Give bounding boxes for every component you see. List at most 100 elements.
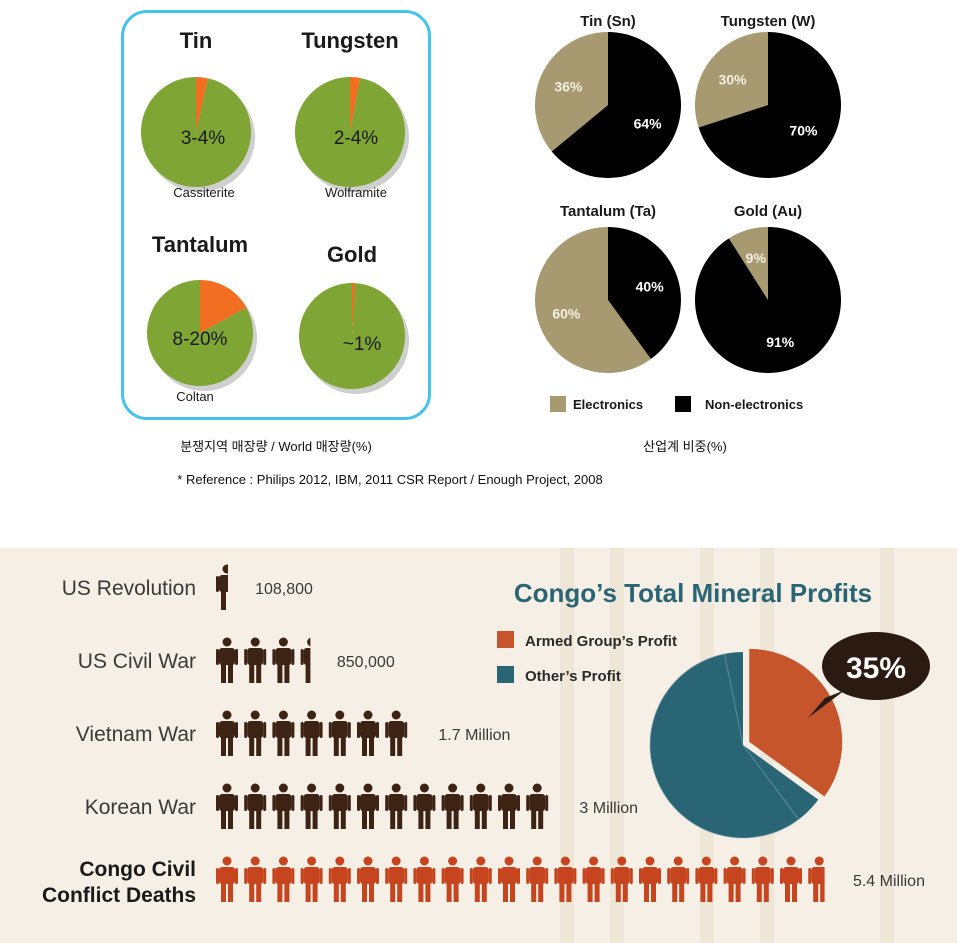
person-arm-right bbox=[460, 795, 464, 811]
value-label-1: 850,000 bbox=[337, 654, 395, 671]
category-label-1: US Civil War bbox=[78, 650, 196, 673]
person-arm-right bbox=[601, 868, 605, 884]
industry-pie-0-label-0: 36% bbox=[554, 78, 583, 94]
person-body bbox=[388, 794, 405, 811]
person-body bbox=[501, 794, 517, 811]
category-label-congo-line2: Conflict Deaths bbox=[42, 884, 196, 907]
person-head bbox=[222, 783, 232, 793]
person-head bbox=[419, 783, 429, 793]
person-arm-right bbox=[404, 868, 408, 884]
person-head bbox=[278, 710, 288, 720]
person-arm-left bbox=[723, 868, 727, 884]
person-leg-left bbox=[474, 810, 480, 829]
person-arm-left bbox=[328, 868, 332, 884]
legend-electronics-swatch bbox=[550, 396, 566, 412]
person-leg-left bbox=[531, 883, 537, 902]
person-arm-right bbox=[799, 868, 802, 884]
person-arm-right bbox=[545, 795, 549, 811]
person-arm-left bbox=[272, 795, 276, 811]
reserve-pie-gold-title: Gold bbox=[327, 242, 377, 267]
legend-others-label: Other’s Profit bbox=[525, 668, 621, 685]
person-head bbox=[589, 856, 599, 866]
person-head bbox=[448, 783, 458, 793]
person-icon bbox=[244, 783, 267, 829]
industry-pie-3-slice-1 bbox=[695, 227, 841, 374]
person-leg-left bbox=[418, 883, 424, 902]
person-arm-right bbox=[573, 868, 577, 884]
person-arm-right bbox=[517, 868, 520, 884]
person-body bbox=[219, 721, 235, 738]
person-leg-left bbox=[305, 810, 311, 829]
person-leg-left bbox=[813, 883, 819, 902]
person-leg-left bbox=[277, 737, 283, 756]
person-arm-right bbox=[291, 795, 295, 811]
person-head bbox=[278, 783, 288, 793]
person-arm-left bbox=[441, 868, 445, 884]
person-leg-right bbox=[228, 810, 233, 829]
person-leg-right bbox=[340, 810, 346, 829]
person-arm-left bbox=[808, 868, 812, 884]
person-arm-left bbox=[300, 795, 304, 811]
person-arm-right bbox=[347, 868, 351, 884]
person-arm-left bbox=[498, 795, 501, 811]
person-arm-right bbox=[827, 868, 830, 884]
person-leg-left bbox=[615, 883, 621, 902]
person-leg-left bbox=[503, 810, 508, 829]
person-leg-right bbox=[256, 737, 262, 756]
industry-pie-0-slice-1 bbox=[551, 32, 681, 179]
legend-others-swatch bbox=[497, 666, 514, 683]
person-icon bbox=[469, 856, 492, 902]
person-arm-right bbox=[714, 868, 718, 884]
person-icon bbox=[441, 856, 464, 902]
person-arm-left bbox=[300, 722, 304, 738]
category-label-2: Vietnam War bbox=[76, 723, 196, 746]
person-leg-left bbox=[333, 737, 339, 756]
person-arm-left bbox=[216, 649, 219, 665]
reserve-pie-tin-title: Tin bbox=[180, 28, 213, 53]
person-arm-left bbox=[244, 868, 248, 884]
person-leg-right bbox=[340, 883, 346, 902]
person-leg-right bbox=[594, 883, 600, 902]
person-head bbox=[307, 783, 317, 793]
person-icon bbox=[526, 783, 549, 829]
person-leg-left bbox=[587, 883, 593, 902]
person-icon bbox=[413, 856, 436, 902]
person-arm-right bbox=[629, 868, 633, 884]
industry-pie-1-title: Tungsten (W) bbox=[721, 13, 816, 30]
person-body bbox=[219, 648, 235, 665]
person-head bbox=[335, 710, 345, 720]
person-leg-right bbox=[453, 810, 459, 829]
person-body bbox=[444, 867, 461, 884]
icon-row-0 bbox=[216, 564, 228, 610]
person-arm-left bbox=[667, 868, 671, 884]
person-head bbox=[250, 783, 260, 793]
person-arm-right bbox=[319, 722, 323, 738]
person-head bbox=[250, 856, 260, 866]
reserve-pie-tungsten-ore-label: Wolframite bbox=[325, 185, 387, 200]
person-arm-right bbox=[432, 795, 436, 811]
person-arm-right bbox=[376, 868, 379, 884]
person-leg-right bbox=[284, 664, 290, 683]
person-leg-right bbox=[651, 883, 656, 902]
person-icon bbox=[667, 856, 690, 902]
person-leg-left bbox=[446, 810, 452, 829]
person-leg-right bbox=[622, 883, 628, 902]
person-leg-right bbox=[538, 810, 544, 829]
person-leg-left bbox=[221, 737, 226, 756]
person-icon bbox=[244, 637, 267, 683]
industry-pie-2-title: Tantalum (Ta) bbox=[560, 203, 656, 220]
person-arm-right bbox=[404, 795, 408, 811]
person-body bbox=[360, 794, 376, 811]
person-body bbox=[247, 867, 264, 884]
person-leg-right bbox=[369, 810, 374, 829]
person-icon bbox=[300, 637, 311, 683]
person-head bbox=[278, 856, 288, 866]
person-arm-left bbox=[272, 649, 276, 665]
legend-armed-label: Armed Group’s Profit bbox=[525, 633, 677, 650]
person-arm-right bbox=[235, 649, 238, 665]
person-arm-left bbox=[357, 722, 360, 738]
person-arm-left bbox=[526, 795, 530, 811]
person-leg-right bbox=[566, 883, 572, 902]
person-icon bbox=[385, 856, 408, 902]
reference-note: * Reference : Philips 2012, IBM, 2011 CS… bbox=[177, 472, 603, 487]
